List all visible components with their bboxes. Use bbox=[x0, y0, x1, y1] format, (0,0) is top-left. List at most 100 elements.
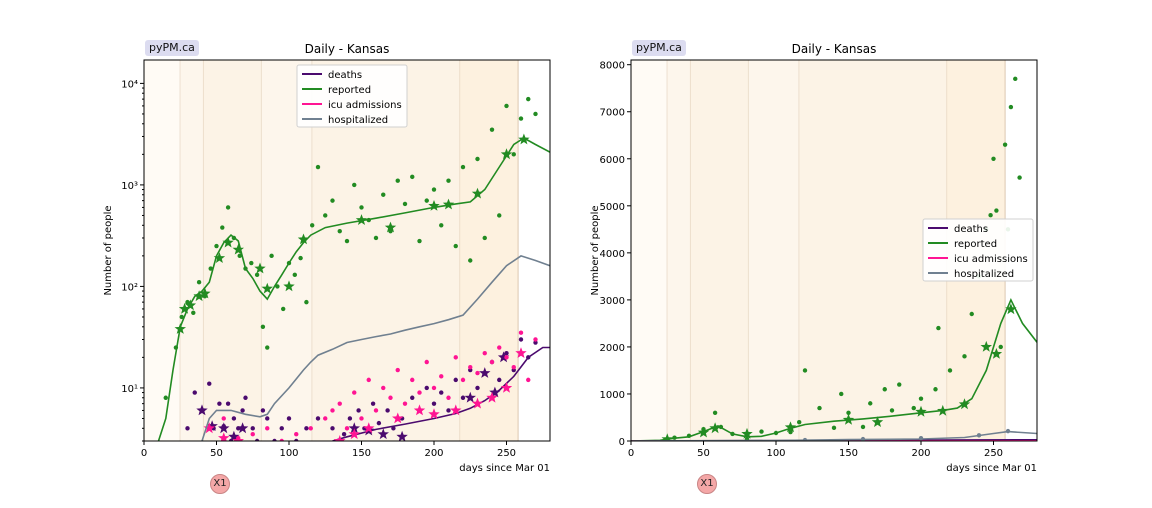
data-point-reported bbox=[197, 280, 201, 284]
data-point-reported bbox=[672, 436, 676, 440]
data-point-reported bbox=[991, 157, 995, 161]
data-point-deaths bbox=[519, 337, 523, 341]
data-point-deaths bbox=[391, 426, 395, 430]
data-point-reported bbox=[797, 420, 801, 424]
legend-entry: deaths bbox=[328, 70, 362, 81]
data-point-reported bbox=[817, 406, 821, 410]
legend-entry: deaths bbox=[954, 224, 988, 235]
data-point-reported bbox=[265, 345, 269, 349]
data-point-hospitalized bbox=[977, 433, 981, 437]
data-point-icu-admissions bbox=[388, 396, 392, 400]
data-point-reported bbox=[345, 239, 349, 243]
data-point-reported bbox=[533, 112, 537, 116]
data-point-reported bbox=[919, 396, 923, 400]
data-point-reported bbox=[439, 223, 443, 227]
legend-entry: reported bbox=[328, 85, 371, 96]
data-point-deaths bbox=[287, 416, 291, 420]
data-point-reported bbox=[454, 244, 458, 248]
star-marker-reported bbox=[1005, 303, 1016, 314]
data-point-reported bbox=[803, 368, 807, 372]
data-point-deaths bbox=[316, 416, 320, 420]
data-point-deaths bbox=[356, 408, 360, 412]
data-point-reported bbox=[936, 326, 940, 330]
data-point-reported bbox=[338, 229, 342, 233]
pypm-badge: pyPM.ca bbox=[145, 40, 199, 56]
data-point-icu-admissions bbox=[410, 378, 414, 382]
data-point-icu-admissions bbox=[512, 365, 516, 369]
data-point-icu-admissions bbox=[294, 432, 298, 436]
data-point-reported bbox=[490, 127, 494, 131]
data-point-reported bbox=[238, 254, 242, 258]
y-tick-label: 3000 bbox=[600, 296, 625, 307]
x-tick-label: 200 bbox=[424, 448, 443, 459]
data-point-hospitalized bbox=[1006, 429, 1010, 433]
data-point-reported bbox=[890, 408, 894, 412]
period-band bbox=[667, 60, 690, 441]
data-point-icu-admissions bbox=[526, 378, 530, 382]
data-point-reported bbox=[948, 368, 952, 372]
data-point-reported bbox=[396, 179, 400, 183]
data-point-reported bbox=[425, 198, 429, 202]
data-point-deaths bbox=[425, 386, 429, 390]
data-point-icu-admissions bbox=[490, 360, 494, 364]
y-tick-label: 0 bbox=[619, 437, 625, 448]
data-point-reported bbox=[526, 97, 530, 101]
data-point-reported bbox=[933, 387, 937, 391]
data-point-deaths bbox=[377, 421, 381, 425]
data-point-icu-admissions bbox=[483, 351, 487, 355]
data-point-icu-admissions bbox=[359, 416, 363, 420]
data-point-icu-admissions bbox=[533, 337, 537, 341]
x-tick-label: 250 bbox=[984, 448, 1003, 459]
data-point-reported bbox=[970, 312, 974, 316]
data-point-reported bbox=[275, 284, 279, 288]
data-point-reported bbox=[461, 165, 465, 169]
data-point-reported bbox=[287, 261, 291, 265]
data-point-reported bbox=[730, 432, 734, 436]
data-point-reported bbox=[232, 236, 236, 240]
data-point-deaths bbox=[280, 426, 284, 430]
data-point-reported bbox=[839, 392, 843, 396]
period-band bbox=[460, 60, 518, 441]
data-point-icu-admissions bbox=[222, 416, 226, 420]
data-point-icu-admissions bbox=[504, 355, 508, 359]
data-point-reported bbox=[209, 266, 213, 270]
data-point-deaths bbox=[497, 378, 501, 382]
x-axis-label: days since Mar 01 bbox=[946, 463, 1037, 474]
period-band bbox=[144, 60, 180, 441]
data-point-reported bbox=[164, 396, 168, 400]
period-band bbox=[180, 60, 203, 441]
data-point-reported bbox=[1013, 77, 1017, 81]
data-point-hospitalized bbox=[919, 436, 923, 440]
data-point-deaths bbox=[342, 432, 346, 436]
x1-marker[interactable]: X1 bbox=[697, 474, 717, 494]
data-point-icu-admissions bbox=[403, 401, 407, 405]
data-point-reported bbox=[759, 429, 763, 433]
period-band bbox=[690, 60, 748, 441]
x1-marker[interactable]: X1 bbox=[210, 474, 230, 494]
y-tick-label: 6000 bbox=[600, 155, 625, 166]
data-point-reported bbox=[1003, 142, 1007, 146]
data-point-reported bbox=[293, 273, 297, 277]
data-point-reported bbox=[323, 213, 327, 217]
legend-entry: hospitalized bbox=[328, 115, 388, 126]
data-point-deaths bbox=[217, 401, 221, 405]
data-point-reported bbox=[214, 244, 218, 248]
data-point-reported bbox=[883, 387, 887, 391]
data-point-reported bbox=[1009, 105, 1013, 109]
data-point-icu-admissions bbox=[323, 416, 327, 420]
data-point-icu-admissions bbox=[265, 426, 269, 430]
y-tick-label: 10² bbox=[121, 282, 138, 293]
data-point-reported bbox=[446, 179, 450, 183]
data-point-reported bbox=[281, 307, 285, 311]
data-point-deaths bbox=[504, 351, 508, 355]
data-point-deaths bbox=[207, 382, 211, 386]
data-point-icu-admissions bbox=[338, 401, 342, 405]
data-point-reported bbox=[988, 213, 992, 217]
data-point-reported bbox=[191, 311, 195, 315]
data-point-deaths bbox=[446, 408, 450, 412]
legend-entry: icu admissions bbox=[954, 254, 1028, 265]
y-tick-label: 4000 bbox=[600, 249, 625, 260]
data-point-reported bbox=[999, 345, 1003, 349]
